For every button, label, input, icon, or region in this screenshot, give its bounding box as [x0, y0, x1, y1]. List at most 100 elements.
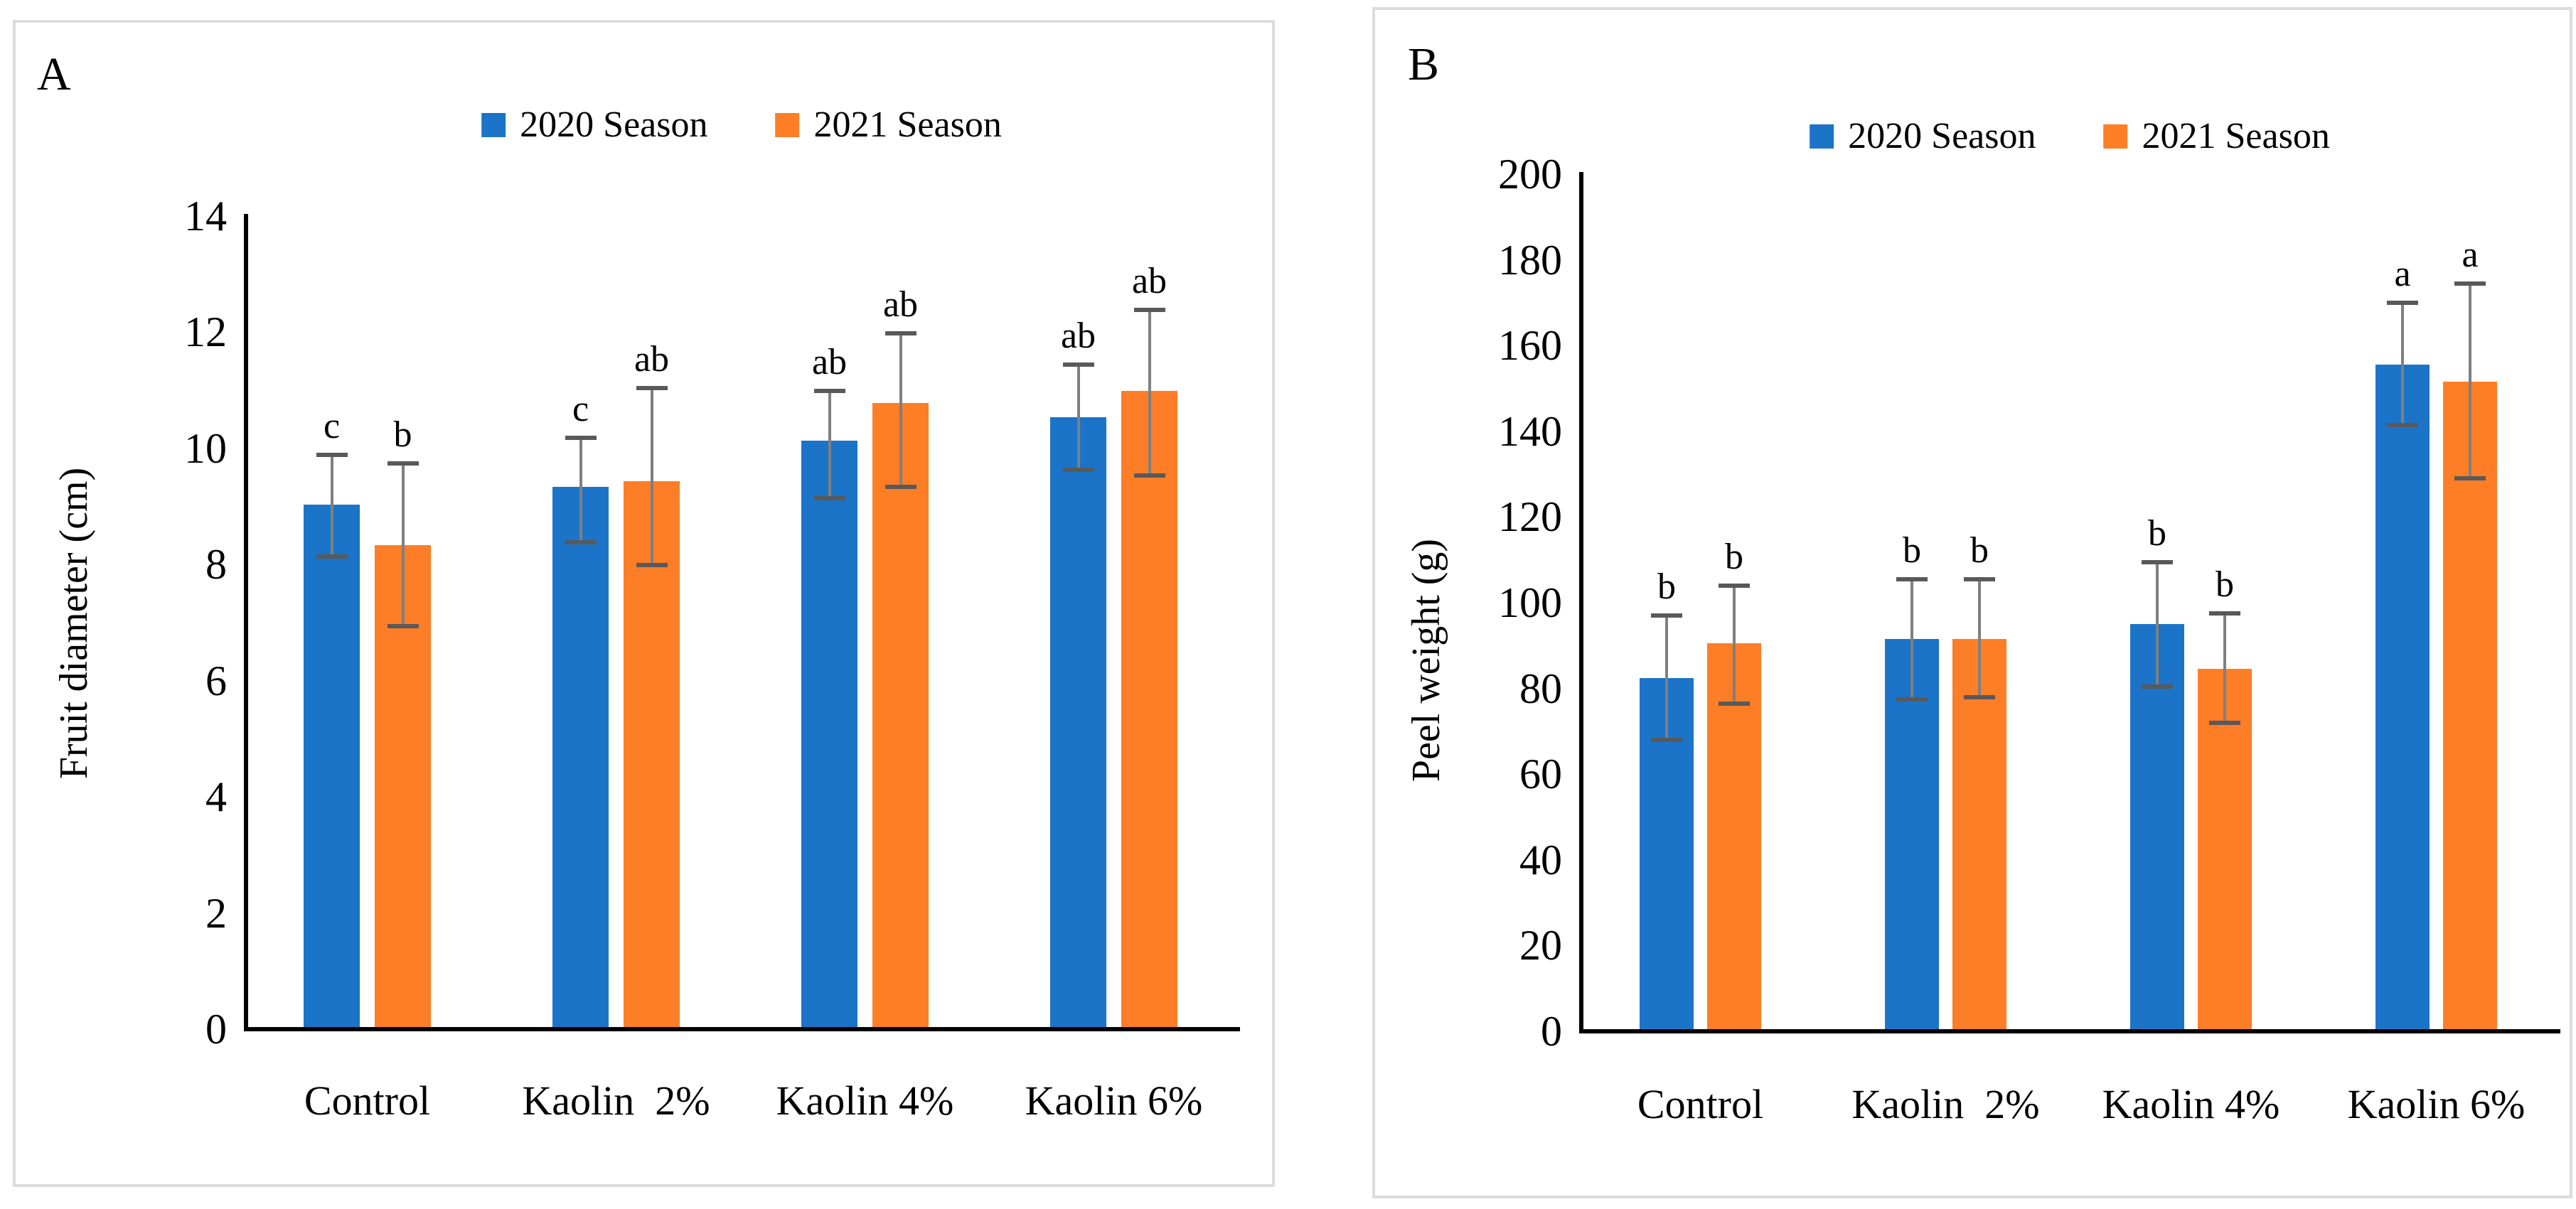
legend-item-2020-season: 2020 Season	[1810, 118, 2036, 155]
error-bar	[1910, 579, 1913, 699]
y-tick-label: 60	[1519, 751, 1562, 798]
x-category-label: Kaolin 4%	[2102, 1081, 2280, 1127]
significance-letter: ab	[1060, 316, 1096, 357]
error-bar-cap-bottom	[1062, 467, 1094, 472]
significance-letter: b	[1657, 566, 1676, 608]
panel-B: B 2020 Season 2021 Season Peel weight (g…	[1372, 7, 2572, 1198]
significance-letter: b	[2148, 512, 2166, 554]
error-bar-cap-bottom	[1719, 701, 1750, 706]
y-tick-label: 8	[205, 541, 227, 589]
error-bar	[1076, 365, 1080, 470]
error-bar-cap-top	[1719, 583, 1750, 588]
bar-2021-season-3	[1121, 391, 1177, 1027]
legend-swatch-2020-icon	[481, 113, 506, 137]
panel-label-A: A	[37, 48, 71, 100]
bar-2020-season-2	[801, 440, 857, 1027]
error-bar	[2156, 561, 2159, 687]
bar-2020-season-0	[304, 504, 360, 1027]
x-category-label: Kaolin 6%	[2347, 1081, 2526, 1127]
y-tick-label: 160	[1498, 322, 1562, 370]
error-bar-cap-bottom	[2387, 422, 2418, 427]
bar-2021-season-1	[624, 480, 680, 1027]
error-bar-cap-bottom	[565, 539, 597, 544]
y-tick-label: 6	[205, 657, 227, 704]
significance-letter: a	[2462, 234, 2479, 275]
legend-B: 2020 Season 2021 Season	[1810, 118, 2330, 155]
bar-2021-season-1	[1952, 639, 2006, 1029]
error-bar-cap-bottom	[1133, 473, 1165, 478]
error-bar-cap-bottom	[636, 563, 668, 568]
error-bar	[2469, 283, 2471, 479]
error-bar-cap-top	[565, 435, 597, 440]
significance-letter: b	[1970, 530, 1989, 571]
panel-A: A 2020 Season 2021 Season Fruit diameter…	[13, 20, 1275, 1187]
legend-swatch-2020-icon	[1810, 124, 1834, 149]
error-bar	[2401, 302, 2404, 425]
error-bar-cap-top	[1062, 362, 1094, 367]
y-tick-label: 2	[205, 889, 227, 937]
error-bar-cap-bottom	[885, 485, 916, 490]
error-bar-cap-bottom	[2142, 684, 2173, 689]
x-category-label: Control	[1637, 1081, 1764, 1127]
y-tick-label: 0	[205, 1006, 227, 1053]
error-bar	[1978, 579, 1981, 697]
legend-label-2021-season: 2021 Season	[2142, 116, 2330, 156]
y-tick-label: 180	[1498, 236, 1562, 284]
error-bar-cap-top	[2454, 281, 2486, 286]
y-tick-label: 14	[184, 193, 227, 240]
error-bar-cap-top	[387, 461, 419, 466]
error-bar	[899, 333, 902, 488]
error-bar-cap-top	[2387, 300, 2418, 305]
error-bar-cap-top	[813, 389, 845, 394]
error-bar-cap-bottom	[387, 624, 419, 629]
significance-letter: ab	[1131, 260, 1167, 301]
y-tick-label: 120	[1498, 493, 1562, 541]
legend-swatch-2021-icon	[775, 113, 800, 137]
y-tick-label: 12	[184, 308, 227, 356]
bar-2020-season-1	[1885, 639, 1939, 1029]
bar-2020-season-2	[2130, 624, 2184, 1029]
y-tick-label: 80	[1519, 665, 1562, 712]
error-bar-cap-bottom	[1896, 697, 1928, 702]
significance-letter: c	[572, 388, 589, 429]
error-bar	[330, 455, 333, 557]
error-bar-cap-top	[1133, 307, 1165, 312]
significance-letter: b	[2216, 564, 2234, 606]
panel-label-B: B	[1408, 38, 1440, 90]
error-bar	[828, 391, 831, 499]
bar-2021-season-2	[872, 402, 929, 1027]
plot-area-A: 0 2 4 6 8 10 12 14 Control Kaolin 2% Kaolin 4% Kaol…	[16, 23, 1272, 1184]
legend-label-2020-season: 2020 Season	[1848, 116, 2036, 156]
legend-item-2021-season: 2021 Season	[2103, 116, 2330, 156]
significance-letter: ab	[811, 342, 848, 383]
error-bar	[650, 388, 653, 566]
y-tick-label: 200	[1498, 151, 1562, 198]
significance-letter: b	[1903, 530, 1921, 571]
x-axis-line	[244, 1027, 1240, 1031]
error-bar	[2223, 613, 2226, 723]
y-tick-label: 4	[205, 773, 227, 821]
bar-2020-season-3	[1050, 417, 1106, 1027]
significance-letter: b	[393, 414, 412, 456]
y-tick-label: 10	[184, 424, 227, 472]
significance-letter: c	[323, 406, 341, 447]
bar-2021-season-2	[2198, 669, 2252, 1029]
significance-letter: b	[1725, 536, 1743, 577]
x-category-label: Kaolin 6%	[1025, 1078, 1203, 1124]
bar-2020-season-3	[2375, 365, 2430, 1029]
x-category-label: Kaolin 4%	[776, 1078, 954, 1124]
legend-item-2020-season: 2020 Season	[481, 107, 708, 144]
legend-A: 2020 Season 2021 Season	[481, 107, 1002, 144]
error-bar-cap-bottom	[316, 554, 348, 559]
error-bar-cap-top	[316, 453, 348, 458]
error-bar-cap-bottom	[1651, 737, 1682, 742]
x-category-label: Kaolin 2%	[1851, 1081, 2040, 1127]
bar-2021-season-3	[2443, 382, 2497, 1029]
y-tick-label: 40	[1519, 836, 1562, 883]
y-tick-label: 20	[1519, 922, 1562, 969]
error-bar	[1733, 585, 1736, 704]
error-bar-cap-bottom	[813, 496, 845, 501]
y-tick-label: 100	[1498, 579, 1562, 626]
error-bar-cap-bottom	[2454, 476, 2486, 481]
